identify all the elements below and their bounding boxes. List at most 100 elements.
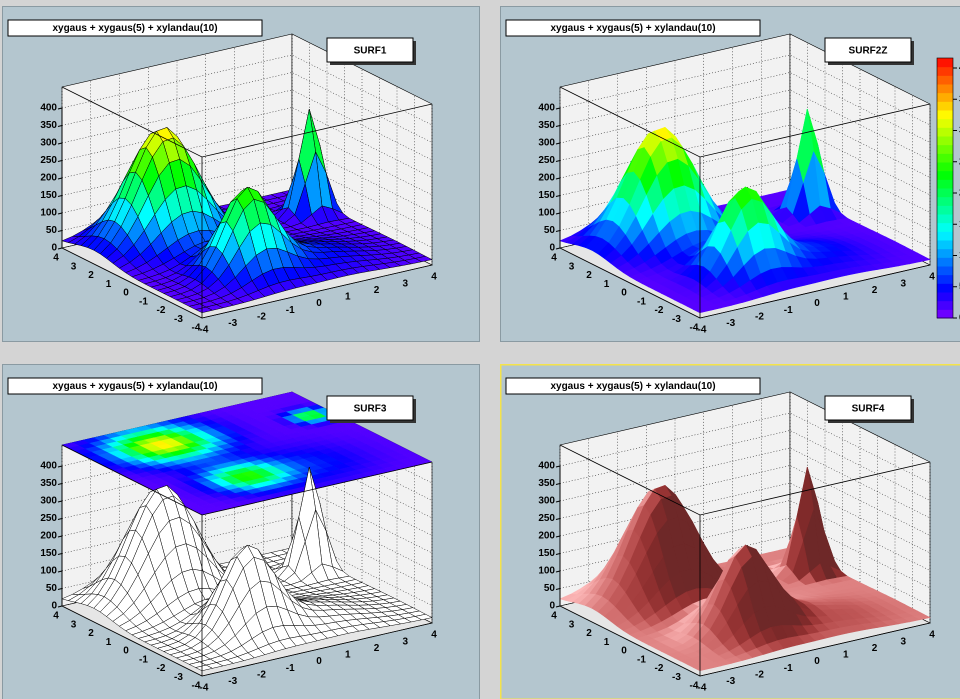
z-tick — [555, 535, 561, 538]
palette-cell — [937, 144, 953, 154]
pad-title: xygaus + xygaus(5) + xylandau(10) — [52, 381, 217, 392]
y-tick-label: -4 — [192, 323, 201, 334]
label-box — [824, 395, 912, 421]
z-tick-label: 50 — [46, 583, 58, 594]
z-tick — [555, 570, 561, 573]
z-tick — [555, 605, 561, 608]
z-tick-label: 400 — [40, 461, 57, 472]
z-tick — [57, 465, 63, 468]
wall-grid — [559, 412, 931, 484]
x-tick-label: -3 — [228, 318, 237, 329]
z-tick-label: 200 — [40, 531, 57, 542]
z-tick-label: 0 — [549, 601, 555, 612]
title-box — [7, 377, 263, 395]
z-tick — [57, 212, 63, 215]
option-label: SURF4 — [852, 404, 885, 415]
z-tick-label: 400 — [538, 103, 555, 114]
palette-cell — [937, 292, 953, 302]
palette-cell — [937, 66, 953, 76]
surface-cell — [194, 664, 214, 672]
x-tick-label: -4 — [698, 683, 707, 694]
option-label: SURF2Z — [849, 46, 888, 57]
z-tick — [57, 588, 63, 590]
label-box — [824, 37, 912, 63]
x-tick-label: 4 — [431, 630, 437, 641]
y-tick-label: 0 — [123, 288, 129, 299]
x-tick-label: -2 — [257, 669, 266, 680]
z-tick-label: 150 — [538, 190, 555, 201]
x-tick-label: -4 — [200, 683, 209, 694]
surface-cell — [692, 306, 712, 314]
z-tick-label: 150 — [538, 548, 555, 559]
y-tick-label: 0 — [621, 646, 627, 657]
z-tick — [555, 195, 561, 197]
z-tick — [555, 177, 561, 180]
x-tick-label: 2 — [374, 643, 380, 654]
z-tick — [57, 125, 63, 127]
y-tick-label: 1 — [106, 279, 112, 290]
z-tick-label: 150 — [40, 548, 57, 559]
box-edge — [61, 247, 433, 319]
x-tick-label: 0 — [814, 298, 820, 309]
palette-cell — [937, 162, 953, 172]
y-tick-label: -4 — [690, 681, 699, 692]
palette-cell — [937, 127, 953, 137]
pad[interactable]: 050100150200250300350400-4-3-2-101234-4-… — [500, 6, 960, 342]
x-tick-label: 0 — [814, 656, 820, 667]
title-box — [505, 377, 761, 395]
pad-title: xygaus + xygaus(5) + xylandau(10) — [550, 23, 715, 34]
z-tick — [555, 142, 561, 145]
z-tick — [57, 570, 63, 573]
z-tick-label: 100 — [40, 566, 57, 577]
z-tick — [555, 107, 561, 110]
z-tick-label: 350 — [538, 120, 555, 131]
x-tick-label: 2 — [872, 285, 878, 296]
z-tick — [57, 177, 63, 180]
y-tick-label: -4 — [690, 323, 699, 334]
z-tick-label: 350 — [538, 478, 555, 489]
z-tick — [555, 553, 561, 555]
z-tick — [57, 230, 63, 232]
x-tick-label: -3 — [726, 318, 735, 329]
wall-grid — [559, 107, 931, 178]
x-tick-label: -4 — [698, 325, 707, 336]
y-tick-label: 2 — [586, 270, 592, 281]
z-tick-label: 0 — [51, 601, 57, 612]
pad-title: xygaus + xygaus(5) + xylandau(10) — [550, 381, 715, 392]
x-tick-label: 4 — [431, 272, 437, 283]
x-tick-label: 4 — [929, 630, 935, 641]
pad[interactable]: 050100150200250300350400-4-3-2-101234-4-… — [2, 6, 480, 342]
y-tick-label: 2 — [88, 628, 94, 639]
palette-cell — [937, 274, 953, 284]
y-tick-label: -2 — [655, 305, 664, 316]
palette-cell — [937, 231, 953, 241]
y-tick-label: -3 — [672, 314, 681, 325]
label-box — [326, 395, 414, 421]
x-tick-label: -1 — [286, 305, 295, 316]
y-tick-label: -4 — [192, 681, 201, 692]
x-tick-label: 1 — [345, 650, 351, 661]
palette-cell — [937, 179, 953, 189]
pad[interactable]: 050100150200250300350400-4-3-2-101234-4-… — [2, 364, 480, 699]
z-tick — [57, 160, 63, 162]
title-box — [505, 19, 761, 37]
y-tick-label: 2 — [586, 628, 592, 639]
palette-cell — [937, 153, 953, 163]
x-tick-label: -1 — [784, 305, 793, 316]
surface-cell — [692, 664, 712, 672]
wall-grid — [61, 72, 433, 143]
z-tick-label: 400 — [40, 103, 57, 114]
z-tick — [555, 588, 561, 590]
pad[interactable]: 050100150200250300350400-4-3-2-101234-4-… — [500, 364, 960, 699]
z-tick-label: 350 — [40, 120, 57, 131]
box-edge — [61, 605, 433, 677]
x-tick-label: 2 — [374, 285, 380, 296]
y-tick-label: 1 — [604, 637, 610, 648]
z-tick — [555, 160, 561, 162]
y-tick-label: -1 — [637, 296, 646, 307]
x-tick-label: 3 — [402, 636, 408, 647]
y-tick-label: 4 — [53, 253, 59, 264]
z-tick — [57, 553, 63, 555]
x-tick-label: 3 — [402, 278, 408, 289]
